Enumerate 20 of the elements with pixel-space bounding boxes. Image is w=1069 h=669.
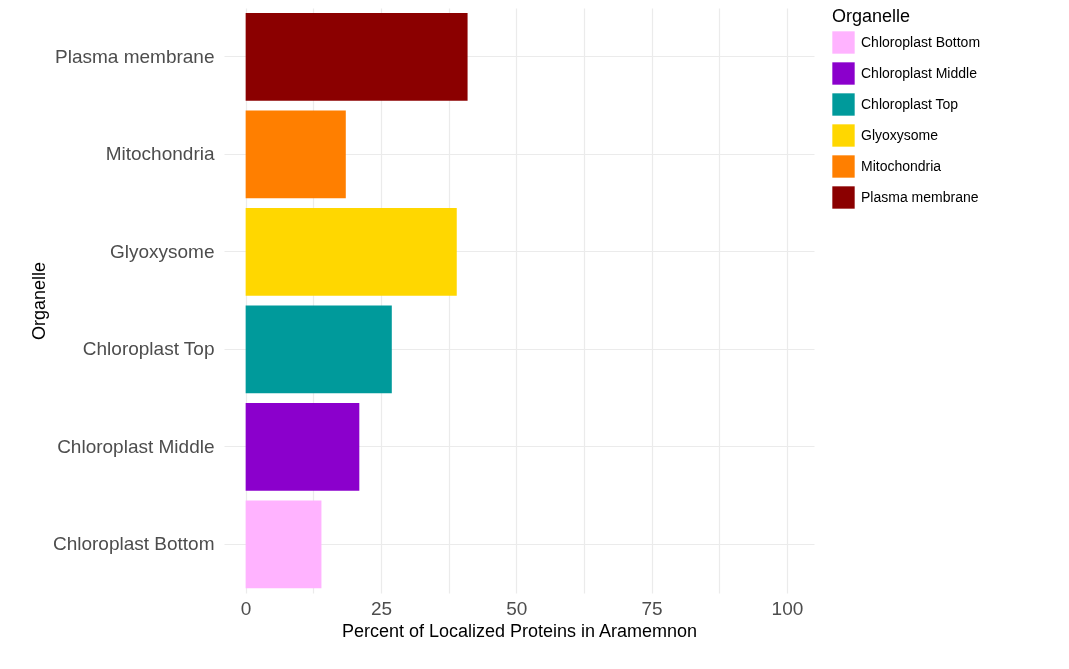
legend-label: Chloroplast Bottom xyxy=(861,33,981,50)
legend-label: Chloroplast Top xyxy=(861,95,959,112)
legend-label: Glyoxysome xyxy=(861,126,939,143)
x-axis-title: Percent of Localized Proteins in Aramemnon xyxy=(341,620,698,641)
y-axis-title: Organelle xyxy=(28,261,49,341)
legend-label: Mitochondria xyxy=(861,157,942,174)
x-tick-label: 25 xyxy=(370,597,393,619)
legend-title: Organelle xyxy=(832,6,911,26)
x-tick-label: 75 xyxy=(641,597,663,619)
y-tick-label: Chloroplast Top xyxy=(82,338,215,360)
y-tick-label: Chloroplast Bottom xyxy=(52,533,215,555)
y-tick-label: Chloroplast Middle xyxy=(57,435,215,457)
x-tick-label: 50 xyxy=(506,597,528,619)
y-tick-label: Plasma membrane xyxy=(55,45,215,67)
legend-label: Plasma membrane xyxy=(861,188,979,205)
x-tick-label: 100 xyxy=(771,597,804,619)
x-tick-label: 0 xyxy=(240,597,252,619)
legend-label: Chloroplast Middle xyxy=(861,64,978,81)
y-tick-label: Glyoxysome xyxy=(109,240,215,262)
y-tick-label: Mitochondria xyxy=(105,143,215,165)
